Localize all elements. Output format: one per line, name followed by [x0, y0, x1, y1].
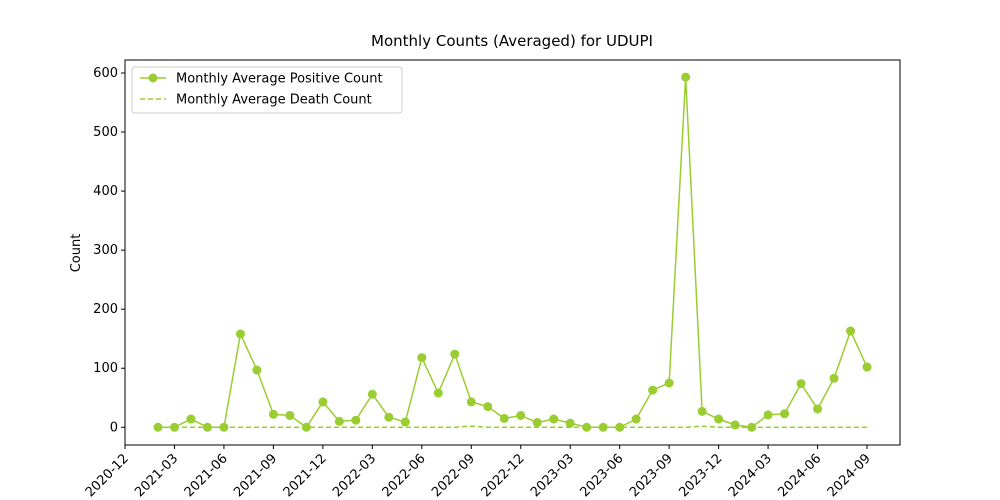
legend-label: Monthly Average Death Count — [176, 93, 372, 108]
point — [235, 329, 245, 339]
legend-marker — [148, 73, 158, 83]
y-tick-label: 300 — [93, 243, 118, 258]
x-tick-label: 2024-03 — [726, 451, 775, 500]
point — [730, 420, 740, 430]
x-tick-label: 2020-12 — [83, 451, 132, 500]
x-tick-label: 2022-06 — [380, 451, 429, 500]
point — [186, 414, 196, 424]
point — [417, 353, 427, 363]
y-tick-label: 200 — [93, 302, 118, 317]
point — [318, 397, 328, 407]
legend-box — [131, 66, 403, 114]
point — [714, 414, 724, 424]
series-line — [157, 77, 868, 429]
point — [631, 414, 641, 424]
point — [763, 410, 773, 420]
point — [697, 406, 707, 416]
x-tick-label: 2022-03 — [330, 451, 379, 500]
x-tick-label: 2021-06 — [182, 451, 231, 500]
point — [681, 72, 691, 82]
point — [532, 418, 542, 428]
x-tick-label: 2021-03 — [132, 451, 181, 500]
point — [615, 422, 625, 432]
x-tick-label: 2024-06 — [775, 451, 824, 500]
point — [780, 409, 790, 419]
point — [400, 417, 410, 427]
point — [367, 389, 377, 399]
y-tick-label: 600 — [93, 66, 118, 81]
plot-frame — [124, 59, 901, 446]
y-tick-label: 400 — [93, 184, 118, 199]
y-tick-label: 0 — [110, 420, 118, 435]
y-tick-label: 100 — [93, 361, 118, 376]
point — [664, 378, 674, 388]
point — [268, 409, 278, 419]
point — [565, 418, 575, 428]
point — [433, 388, 443, 398]
x-tick-label: 2021-12 — [281, 451, 330, 500]
point — [466, 397, 476, 407]
x-tick-label: 2022-09 — [429, 451, 478, 500]
x-tick-label: 2021-09 — [231, 451, 280, 500]
point — [285, 410, 295, 420]
point — [846, 326, 856, 336]
point — [813, 404, 823, 414]
chart-title: Monthly Counts (Averaged) for UDUPI — [371, 32, 653, 50]
series-line — [157, 425, 868, 429]
point — [384, 412, 394, 422]
point — [598, 422, 608, 432]
point — [483, 402, 493, 412]
legend-label: Monthly Average Positive Count — [176, 72, 383, 87]
x-tick-label: 2024-09 — [825, 451, 874, 500]
y-tick-label: 500 — [93, 125, 118, 140]
point — [549, 414, 559, 424]
point — [648, 385, 658, 395]
x-tick-label: 2023-03 — [528, 451, 577, 500]
point — [499, 413, 509, 423]
point — [862, 362, 872, 372]
point — [516, 410, 526, 420]
point — [252, 365, 262, 375]
point — [334, 416, 344, 426]
x-tick-label: 2022-12 — [479, 451, 528, 500]
x-tick-label: 2023-06 — [577, 451, 626, 500]
point — [351, 415, 361, 425]
point — [796, 379, 806, 389]
point — [450, 349, 460, 359]
x-tick-label: 2023-09 — [627, 451, 676, 500]
x-tick-label: 2023-12 — [676, 451, 725, 500]
y-axis-label: Count — [69, 234, 84, 273]
point — [829, 373, 839, 383]
